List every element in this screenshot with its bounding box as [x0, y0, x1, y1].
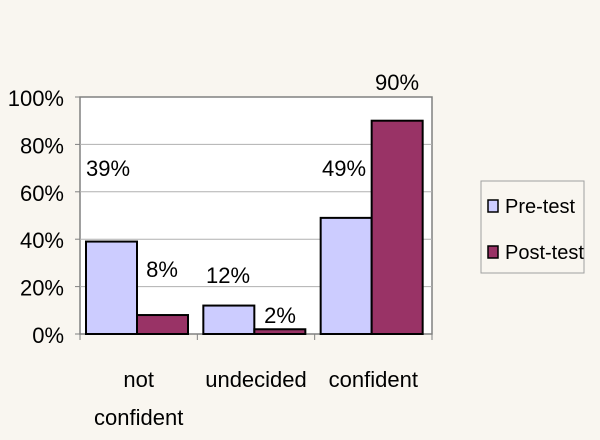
- bar-post-test-0: [136, 314, 189, 336]
- legend-label: Pre-test: [505, 196, 575, 218]
- x-category-label: undecided: [205, 367, 307, 392]
- y-tick-label: 20%: [20, 276, 64, 301]
- legend-swatch-post-test: [487, 245, 499, 259]
- bar-post-test-2: [370, 119, 424, 335]
- x-category-label: confident: [94, 405, 183, 430]
- data-label: 90%: [375, 70, 419, 95]
- data-label: 49%: [322, 156, 366, 181]
- bar-pre-test-0: [85, 240, 138, 336]
- legend-label: Post-test: [505, 242, 584, 264]
- x-category-label: not: [123, 367, 154, 392]
- y-tick-label: 60%: [20, 181, 64, 206]
- bar-pre-test-1: [202, 304, 256, 335]
- y-tick-label: 0%: [32, 323, 64, 348]
- data-label: 2%: [264, 303, 296, 328]
- y-tick-label: 80%: [20, 133, 64, 158]
- bar-pre-test-2: [319, 216, 373, 335]
- y-tick-label: 40%: [20, 228, 64, 253]
- legend-swatch-pre-test: [487, 199, 499, 213]
- x-category-label: confident: [329, 367, 418, 392]
- data-label: 8%: [146, 257, 178, 282]
- data-label: 12%: [206, 263, 250, 288]
- data-label: 39%: [86, 156, 130, 181]
- bar-post-test-1: [253, 328, 307, 336]
- y-tick-label: 100%: [8, 86, 64, 111]
